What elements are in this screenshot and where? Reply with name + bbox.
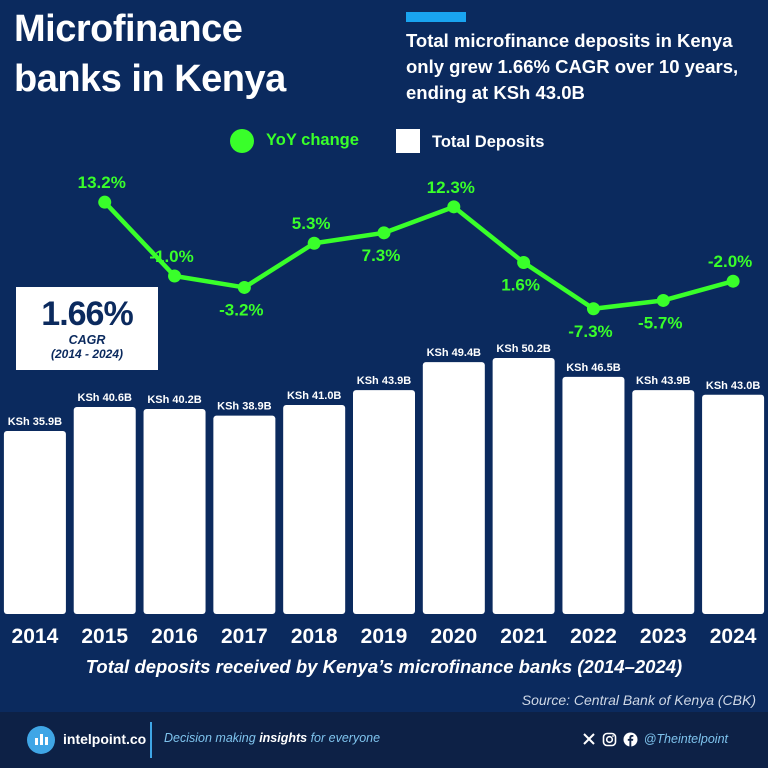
deposit-bar-2014 (3, 431, 66, 614)
tagline-end: for everyone (307, 731, 381, 745)
yoy-point-2019 (377, 226, 391, 240)
social-handle[interactable]: @Theintelpoint (643, 732, 728, 746)
legend-yoy-label: YoY change (266, 131, 359, 149)
yoy-value-label-2021: 1.6% (501, 275, 540, 294)
instagram-icon[interactable] (602, 732, 617, 747)
deposit-bar-2020 (422, 362, 485, 614)
tagline-emphasis: insights (259, 731, 308, 745)
chart-caption: Total deposits received by Kenya’s micro… (85, 656, 683, 677)
yoy-value-label-2018: 5.3% (292, 214, 331, 233)
deposit-bar-2015 (73, 407, 136, 614)
facebook-icon[interactable] (623, 732, 638, 747)
footer-bar: intelpoint.co Decision making insights f… (0, 712, 768, 768)
deposit-value-label-2020: KSh 49.4B (427, 347, 481, 359)
x-twitter-icon[interactable] (582, 732, 596, 746)
yoy-point-2024 (726, 274, 740, 288)
deposit-bar-2016 (143, 409, 206, 614)
yoy-value-label-2016: -1.0% (149, 247, 193, 266)
yoy-value-label-2020: 12.3% (427, 178, 475, 197)
deposit-bar-2018 (283, 404, 346, 614)
deposit-bar-2021 (492, 358, 555, 614)
subtitle: Total microfinance deposits in Kenya onl… (406, 30, 739, 103)
legend-deposits-marker (396, 129, 420, 153)
yoy-point-2016 (168, 269, 182, 283)
deposit-bar-2022 (562, 376, 625, 614)
deposit-value-label-2019: KSh 43.9B (357, 375, 411, 387)
cagr-box: 1.66% CAGR (2014 - 2024) (16, 287, 158, 370)
yoy-value-label-2024: -2.0% (708, 252, 752, 271)
year-tick-2019: 2019 (361, 625, 408, 648)
deposit-value-label-2022: KSh 46.5B (566, 362, 620, 374)
title-line-2: banks in Kenya (14, 58, 286, 100)
deposit-bar-2017 (213, 415, 276, 614)
deposit-bar-2024 (702, 394, 765, 614)
yoy-point-2022 (586, 302, 600, 316)
deposit-value-label-2024: KSh 43.0B (706, 380, 760, 392)
cagr-period: (2014 - 2024) (50, 347, 124, 361)
year-tick-2022: 2022 (570, 625, 617, 648)
yoy-point-2023 (656, 293, 670, 307)
bars-layer: KSh 35.9B 2014 KSh 40.6B 2015 KSh 40.2B 2016 K… (3, 343, 765, 648)
tagline: Decision making insights for everyone (164, 731, 380, 745)
year-tick-2020: 2020 (430, 625, 477, 648)
yoy-value-label-2015: 13.2% (78, 173, 126, 192)
yoy-point-2018 (307, 236, 321, 250)
title-line-1: Microfinance (14, 8, 243, 50)
page-title: Microfinance banks in Kenya (14, 4, 286, 104)
tagline-start: Decision making (164, 731, 260, 745)
year-tick-2016: 2016 (151, 625, 198, 648)
year-tick-2017: 2017 (221, 625, 268, 648)
year-tick-2018: 2018 (291, 625, 338, 648)
year-tick-2024: 2024 (710, 625, 757, 648)
deposit-value-label-2023: KSh 43.9B (636, 375, 690, 387)
yoy-point-2015 (98, 195, 112, 209)
deposits-chart: KSh 35.9B 2014 KSh 40.6B 2015 KSh 40.2B 2016 K… (3, 173, 765, 648)
yoy-point-2020 (447, 200, 461, 214)
yoy-value-label-2023: -5.7% (638, 313, 682, 332)
deposit-value-label-2015: KSh 40.6B (78, 392, 132, 404)
deposit-bar-2019 (353, 390, 415, 614)
bar-chart-logo-icon (27, 726, 55, 754)
yoy-value-label-2017: -3.2% (219, 300, 263, 319)
yoy-line-layer: 13.2% -1.0% -3.2% 5.3% 7.3% 12.3% 1.6% -7.3% -5.… (78, 173, 753, 341)
social-links: @Theintelpoint (582, 729, 728, 749)
cagr-value: 1.66% (41, 295, 133, 333)
year-tick-2015: 2015 (81, 625, 128, 648)
year-tick-2023: 2023 (640, 625, 687, 648)
footer-divider (150, 722, 152, 758)
legend-deposits-label: Total Deposits (432, 133, 545, 151)
cagr-label: CAGR (68, 333, 106, 347)
source-note: Source: Central Bank of Kenya (CBK) (521, 692, 756, 708)
deposit-value-label-2016: KSh 40.2B (147, 394, 201, 406)
deposit-value-label-2014: KSh 35.9B (8, 416, 62, 428)
deposit-bar-2023 (632, 390, 695, 614)
yoy-change-line (103, 200, 734, 312)
deposit-value-label-2021: KSh 50.2B (496, 343, 550, 355)
brand-link[interactable]: intelpoint.co (63, 731, 147, 747)
year-tick-2021: 2021 (500, 625, 547, 648)
yoy-value-label-2022: -7.3% (568, 322, 612, 341)
yoy-point-2017 (237, 280, 251, 294)
yoy-value-label-2019: 7.3% (362, 246, 401, 265)
legend-yoy-marker (230, 129, 254, 153)
deposit-value-label-2017: KSh 38.9B (217, 401, 271, 413)
year-tick-2014: 2014 (12, 625, 59, 648)
yoy-point-2021 (517, 255, 531, 269)
deposit-value-label-2018: KSh 41.0B (287, 390, 341, 402)
accent-bar (406, 12, 466, 22)
